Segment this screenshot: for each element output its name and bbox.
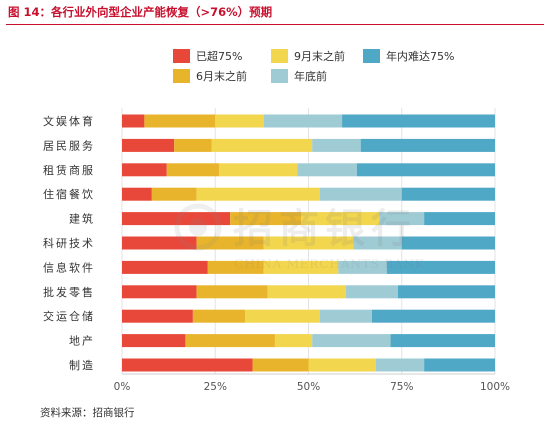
bar-segment — [312, 138, 361, 152]
category-label: 地产 — [69, 334, 95, 348]
bar-segment — [122, 114, 145, 128]
bar-segment — [196, 285, 268, 299]
bar-segment — [252, 358, 309, 372]
bar-segment — [267, 285, 346, 299]
category-label: 交运仓储 — [43, 309, 95, 323]
category-label: 制造 — [69, 358, 95, 372]
bar-segment — [122, 334, 186, 348]
bars — [122, 114, 495, 372]
bar-segment — [122, 212, 231, 226]
legend-swatch — [173, 49, 190, 63]
bar-segment — [338, 260, 387, 274]
x-tick-label: 50% — [297, 381, 320, 393]
legend-swatch — [271, 49, 288, 63]
bar-segment — [319, 309, 372, 323]
legend-label: 6月末之前 — [196, 69, 247, 83]
legend-swatch — [173, 69, 190, 83]
bar-segment — [424, 212, 495, 226]
legend-label: 年内难达75% — [386, 49, 454, 63]
bar-segment — [274, 334, 313, 348]
bar-segment — [230, 212, 302, 226]
title-rule — [6, 24, 544, 25]
bar-segment — [218, 163, 298, 177]
watermark-logo — [174, 203, 222, 251]
x-tick-label: 100% — [480, 381, 510, 393]
x-tick-label: 25% — [204, 381, 227, 393]
bar-segment — [301, 212, 380, 226]
bar-segment — [424, 358, 495, 372]
watermark-cn: 招商银行 — [233, 205, 417, 252]
bar-segment — [211, 138, 313, 152]
legend-label: 已超75% — [196, 49, 242, 63]
bar-segment — [122, 187, 152, 201]
source-note: 资料来源：招商银行 — [40, 407, 135, 419]
bar-segment — [398, 285, 495, 299]
figure-title: 图 14：各行业外向型企业产能恢复（>76%）预期 — [8, 5, 273, 19]
bar-segment — [215, 114, 264, 128]
bar-segment — [297, 163, 357, 177]
bar-segment — [207, 260, 264, 274]
bar-segment — [122, 163, 167, 177]
bar-segment — [401, 187, 495, 201]
bar-segment — [245, 309, 320, 323]
legend-swatch — [363, 49, 380, 63]
category-label: 信息软件 — [43, 260, 95, 274]
bar-segment — [151, 187, 197, 201]
bar-segment — [122, 358, 253, 372]
x-tick-labels: 0% 25% 50% 75% 100% — [114, 381, 510, 393]
x-tick-label: 75% — [390, 381, 413, 393]
bar-segment — [312, 334, 391, 348]
bar-segment — [356, 163, 495, 177]
category-label: 科研技术 — [43, 236, 95, 250]
bar-segment — [144, 114, 216, 128]
category-label: 租赁商服 — [43, 163, 95, 177]
watermark-logo-core — [189, 218, 207, 236]
bar-segment — [192, 309, 246, 323]
category-label: 文娱体育 — [43, 114, 95, 128]
bar-segment — [401, 236, 495, 250]
bar-segment — [263, 236, 354, 250]
bar-segment — [122, 260, 208, 274]
bar-segment — [166, 163, 219, 177]
bar-segment — [263, 114, 343, 128]
category-label: 批发零售 — [43, 285, 95, 299]
bar-segment — [386, 260, 495, 274]
bar-segment — [371, 309, 495, 323]
bar-segment — [122, 285, 197, 299]
x-tick-label: 0% — [114, 381, 131, 393]
watermark-en: CHINA MERCHANTS BANK — [234, 256, 425, 271]
watermark: 招商银行 CHINA MERCHANTS BANK — [174, 203, 425, 271]
bar-segment — [174, 138, 212, 152]
bar-segment — [375, 358, 425, 372]
bar-segment — [122, 309, 193, 323]
legend-swatch — [271, 69, 288, 83]
bar-segment — [342, 114, 495, 128]
category-label: 居民服务 — [43, 139, 95, 152]
bar-segment — [390, 334, 495, 348]
bar-segment — [353, 236, 402, 250]
bar-segment — [196, 236, 264, 250]
bar-segment — [122, 138, 175, 152]
bar-segment — [308, 358, 376, 372]
bar-segment — [263, 260, 339, 274]
legend-label: 年底前 — [294, 69, 327, 83]
category-label: 建筑 — [69, 212, 95, 226]
bar-segment — [185, 334, 275, 348]
legend-label: 9月末之前 — [294, 49, 345, 63]
bar-segment — [319, 187, 402, 201]
bar-segment — [196, 187, 320, 201]
bar-segment — [379, 212, 425, 226]
bar-segment — [122, 236, 197, 250]
category-label: 住宿餐饮 — [43, 187, 95, 201]
bar-segment — [345, 285, 399, 299]
bar-segment — [360, 138, 495, 152]
